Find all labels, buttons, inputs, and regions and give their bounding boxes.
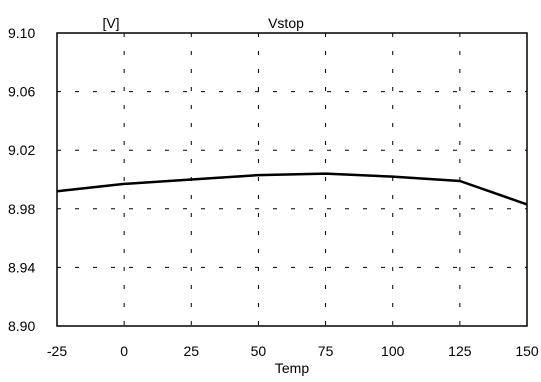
series-layer — [56, 172, 528, 206]
y-tick-label: 8.90 — [8, 318, 35, 334]
x-tick-label: 150 — [515, 343, 539, 359]
series-line — [56, 172, 528, 206]
plot-area — [57, 33, 527, 326]
y-tick-label: 9.02 — [8, 142, 35, 158]
x-tick-label: 0 — [120, 343, 128, 359]
chart-title: Vstop — [268, 15, 304, 31]
x-tick-label: -25 — [47, 343, 67, 359]
x-tick-label: 50 — [251, 343, 267, 359]
plot-frame — [56, 32, 528, 327]
y-tick-label: 9.10 — [8, 25, 35, 41]
x-tick-label: 100 — [381, 343, 405, 359]
x-tick-label: 125 — [448, 343, 472, 359]
y-axis-label: [V] — [102, 15, 119, 31]
x-axis-label: Temp — [275, 360, 309, 376]
y-tick-label: 8.94 — [8, 259, 35, 275]
tick-label-layer: -25 0 25 50 75 100 125 150 9.10 9.06 9.02 8.98 8.94 8… — [8, 25, 539, 359]
y-tick-label: 9.06 — [8, 84, 35, 100]
x-tick-label: 75 — [318, 343, 334, 359]
x-tick-label: 25 — [183, 343, 199, 359]
y-tick-label: 8.98 — [8, 201, 35, 217]
